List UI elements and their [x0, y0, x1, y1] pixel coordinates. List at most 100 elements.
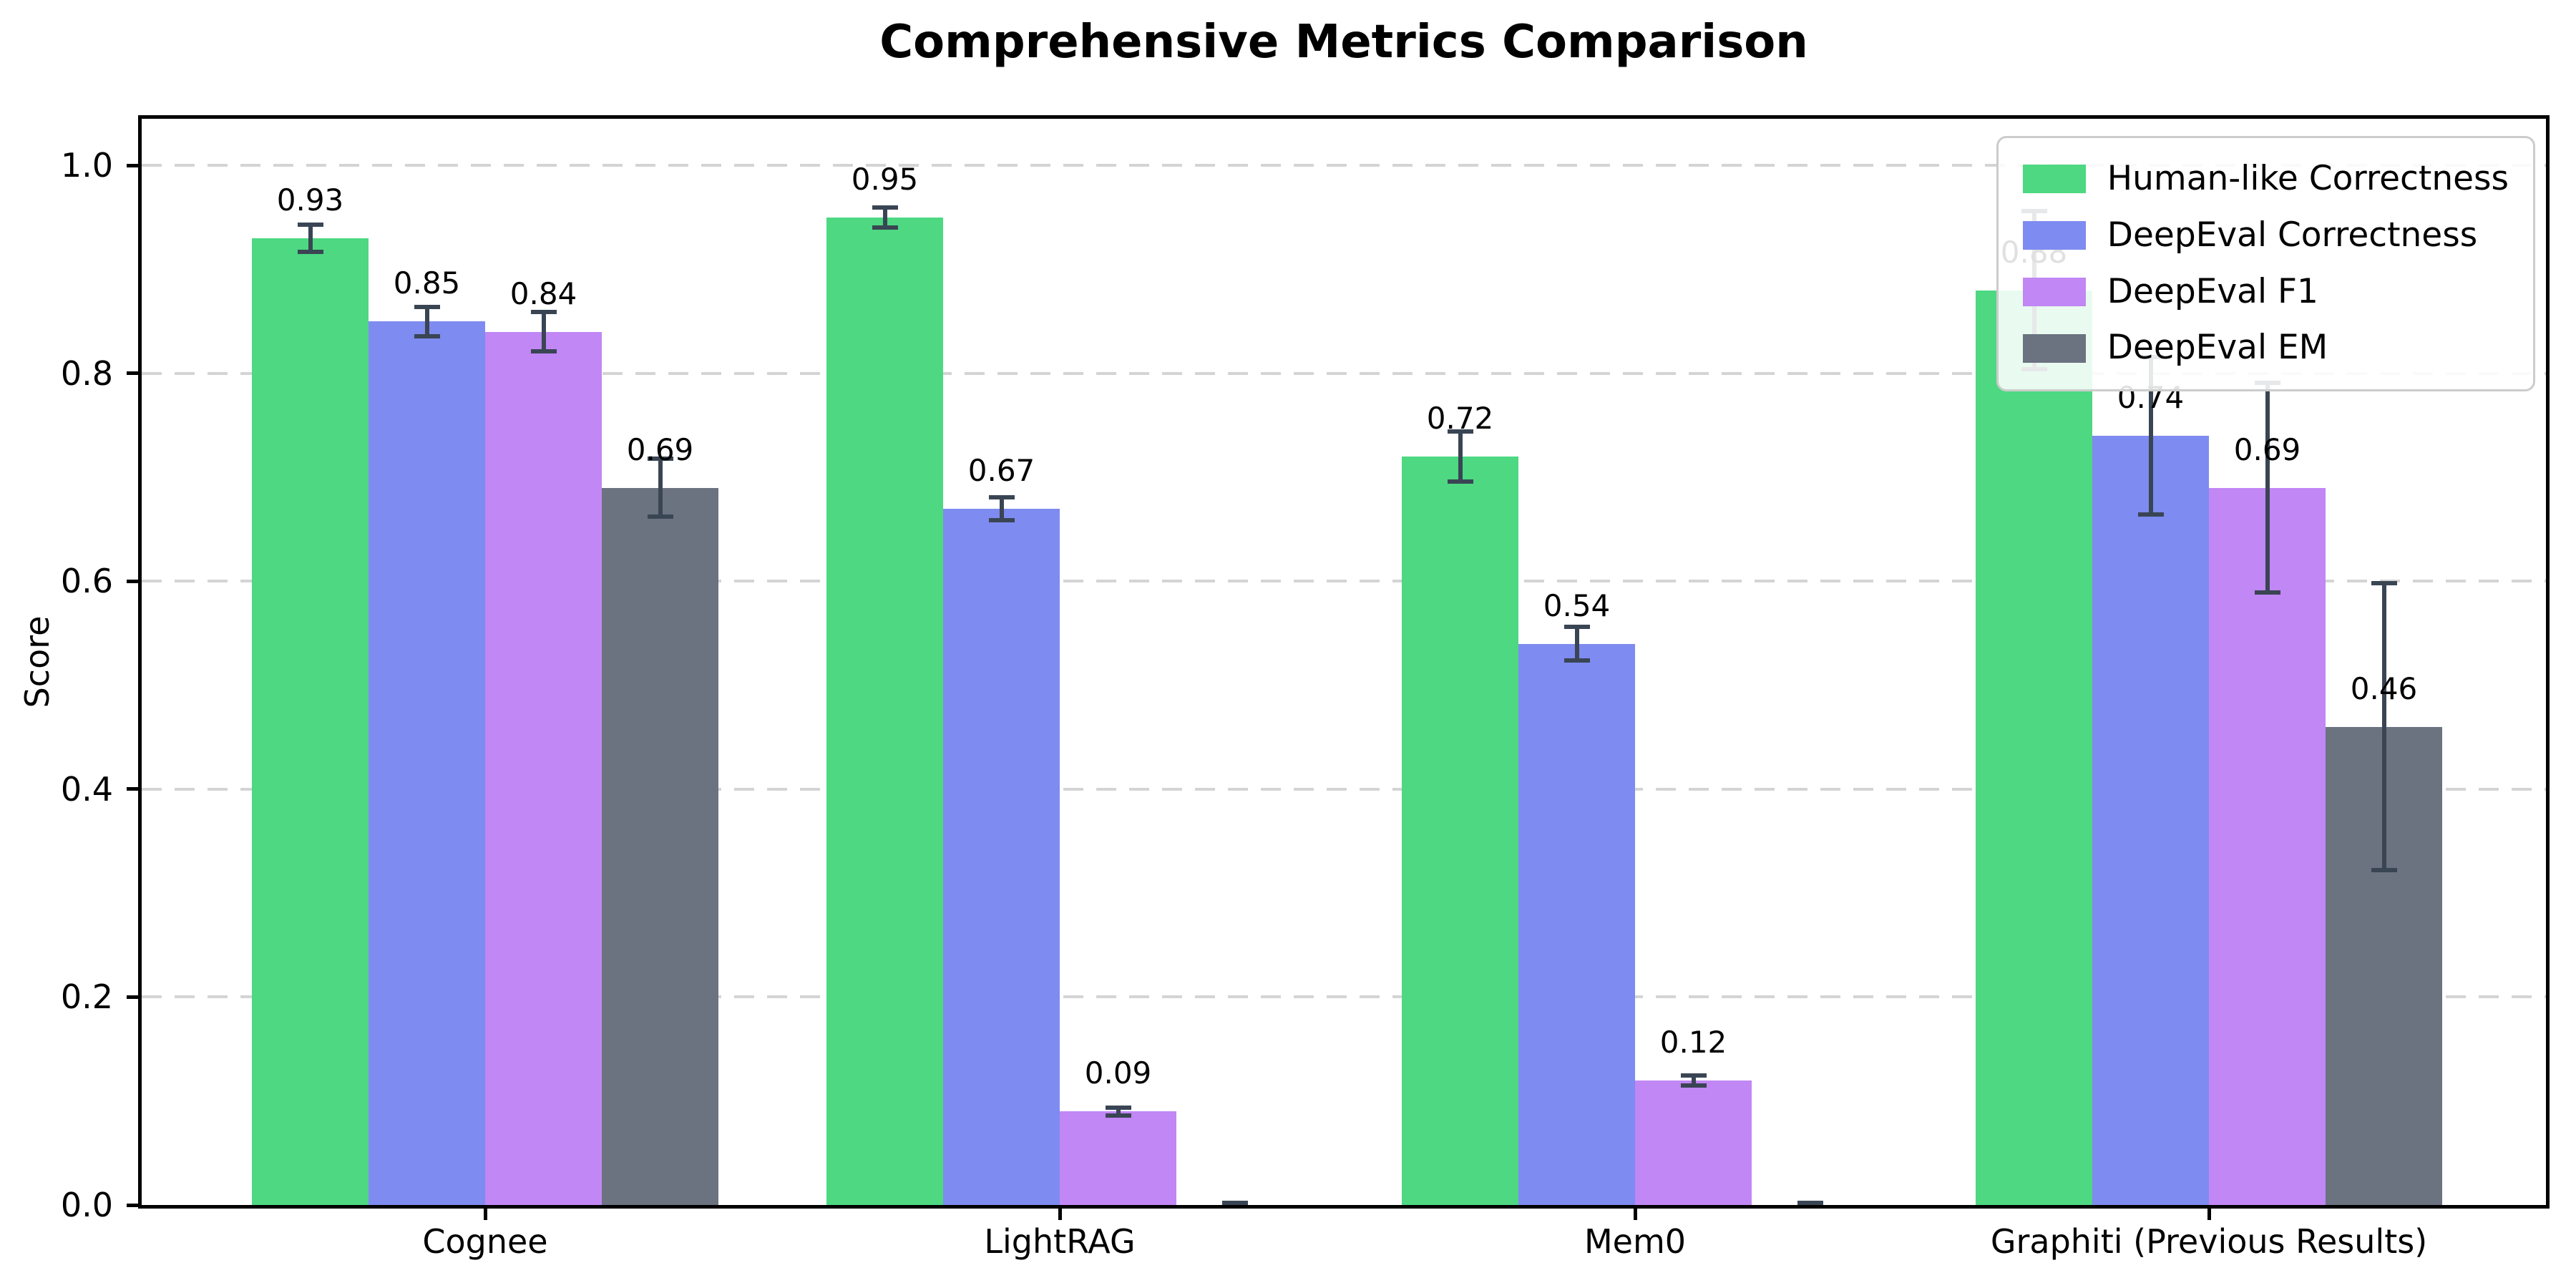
bar — [485, 331, 602, 1205]
grid-line — [142, 371, 2546, 375]
error-bar-line — [2148, 354, 2153, 517]
error-bar-cap-bottom — [1447, 479, 1473, 484]
error-bar — [647, 457, 673, 519]
error-bar-line — [541, 310, 546, 354]
error-bar-cap-bottom — [2137, 512, 2164, 517]
bar-value-label: 0.54 — [1543, 587, 1611, 623]
x-tick-label: Graphiti (Previous Results) — [1990, 1222, 2428, 1261]
y-tick-label: 0.8 — [60, 353, 113, 393]
bar — [826, 218, 943, 1205]
y-tick-label: 0.6 — [60, 562, 113, 601]
bar — [252, 238, 369, 1205]
bar-value-label: 0.85 — [393, 265, 461, 301]
bar-value-label: 0.46 — [2350, 670, 2418, 706]
grid-line — [142, 164, 2546, 167]
y-axis-tick — [127, 371, 138, 376]
bar — [2209, 487, 2326, 1205]
error-bar-cap-top — [1797, 1201, 1823, 1205]
x-axis-tick — [1633, 1209, 1637, 1220]
legend-swatch — [2022, 277, 2086, 306]
error-bar-cap-top — [530, 310, 557, 315]
y-axis-tick — [127, 787, 138, 791]
error-bar-cap-bottom — [1105, 1113, 1131, 1118]
error-bar-cap-top — [1680, 1073, 1707, 1078]
grid-line — [142, 787, 2546, 791]
error-bar-cap-bottom — [1680, 1083, 1707, 1088]
bar — [1402, 457, 1518, 1205]
x-axis-tick — [1058, 1209, 1062, 1220]
legend: Human-like Correctness DeepEval Correctne… — [1996, 136, 2535, 391]
error-bar-cap-top — [872, 205, 898, 210]
y-axis-tick — [127, 1203, 138, 1207]
bar — [1635, 1080, 1752, 1205]
bar — [943, 508, 1060, 1205]
y-tick-label: 0.2 — [60, 977, 113, 1017]
plot-area: 0.93 0.85 0.84 0.69 0.95 0.67 0.09 0.72 0.54 0.12… — [61, 115, 2550, 1261]
y-axis-label: Score — [18, 615, 57, 708]
error-bar-cap-bottom — [872, 225, 898, 230]
error-bar — [530, 310, 557, 354]
error-bar-line — [1691, 1073, 1696, 1088]
error-bar-line — [1116, 1105, 1121, 1118]
legend-label: DeepEval EM — [2107, 328, 2328, 368]
bar-value-label: 0.84 — [509, 275, 577, 311]
error-bar — [1680, 1073, 1707, 1088]
error-bar — [2254, 381, 2280, 595]
error-bar — [1797, 1201, 1823, 1205]
y-tick-label: 0.0 — [60, 1186, 113, 1224]
y-tick-label: 0.4 — [60, 769, 113, 809]
legend-label: DeepEval F1 — [2107, 271, 2318, 311]
error-bar — [872, 205, 898, 230]
error-bar-cap-top — [297, 223, 323, 228]
grid-line — [142, 995, 2546, 999]
bar — [369, 321, 485, 1205]
legend-item: DeepEval F1 — [2022, 271, 2509, 313]
legend-item: Human-like Correctness — [2022, 158, 2509, 200]
bar-value-label: 0.69 — [626, 431, 694, 467]
legend-label: DeepEval Correctness — [2107, 215, 2478, 255]
y-tick-label: 1.0 — [60, 146, 113, 185]
legend-swatch — [2022, 221, 2086, 250]
error-bar-cap-bottom — [414, 333, 440, 338]
bar — [1060, 1111, 1176, 1205]
legend-label: Human-like Correctness — [2107, 159, 2509, 198]
error-bar-line — [2265, 381, 2270, 595]
error-bar-cap-bottom — [297, 249, 323, 254]
error-bar-cap-top — [647, 457, 673, 462]
error-bar-cap-bottom — [530, 349, 557, 354]
error-bar — [2371, 581, 2397, 873]
y-axis-tick — [127, 995, 138, 999]
error-bar — [988, 494, 1015, 522]
error-bar-cap-top — [1563, 625, 1590, 630]
error-bar-cap-top — [2371, 581, 2397, 586]
legend-item: DeepEval EM — [2022, 327, 2509, 369]
bar — [2092, 436, 2209, 1205]
error-bar — [297, 223, 323, 254]
error-bar-cap-top — [1105, 1105, 1131, 1110]
error-bar-cap-bottom — [2254, 590, 2280, 595]
error-bar-line — [658, 457, 663, 519]
error-bar-cap-top — [1221, 1201, 1248, 1205]
y-axis-tick — [127, 579, 138, 583]
error-bar — [1105, 1105, 1131, 1118]
bar-value-label: 0.95 — [851, 161, 919, 197]
bar-value-label: 0.12 — [1659, 1024, 1727, 1060]
error-bar-cap-bottom — [988, 517, 1015, 522]
legend-swatch — [2022, 333, 2086, 363]
bar — [1518, 643, 1635, 1205]
x-tick-label: LightRAG — [984, 1222, 1136, 1261]
x-tick-label: Cognee — [422, 1222, 548, 1261]
grid-line — [142, 580, 2546, 583]
error-bar-cap-bottom — [2371, 868, 2397, 873]
error-bar-cap-top — [414, 305, 440, 310]
bar — [602, 487, 718, 1205]
y-axis-tick — [127, 163, 138, 167]
error-bar — [1563, 625, 1590, 663]
error-bar-cap-top — [988, 494, 1015, 499]
bar-value-label: 0.69 — [2233, 431, 2301, 467]
error-bar — [1221, 1201, 1248, 1205]
error-bar-line — [2381, 581, 2386, 873]
error-bar-line — [424, 305, 429, 338]
error-bar-line — [999, 494, 1004, 522]
